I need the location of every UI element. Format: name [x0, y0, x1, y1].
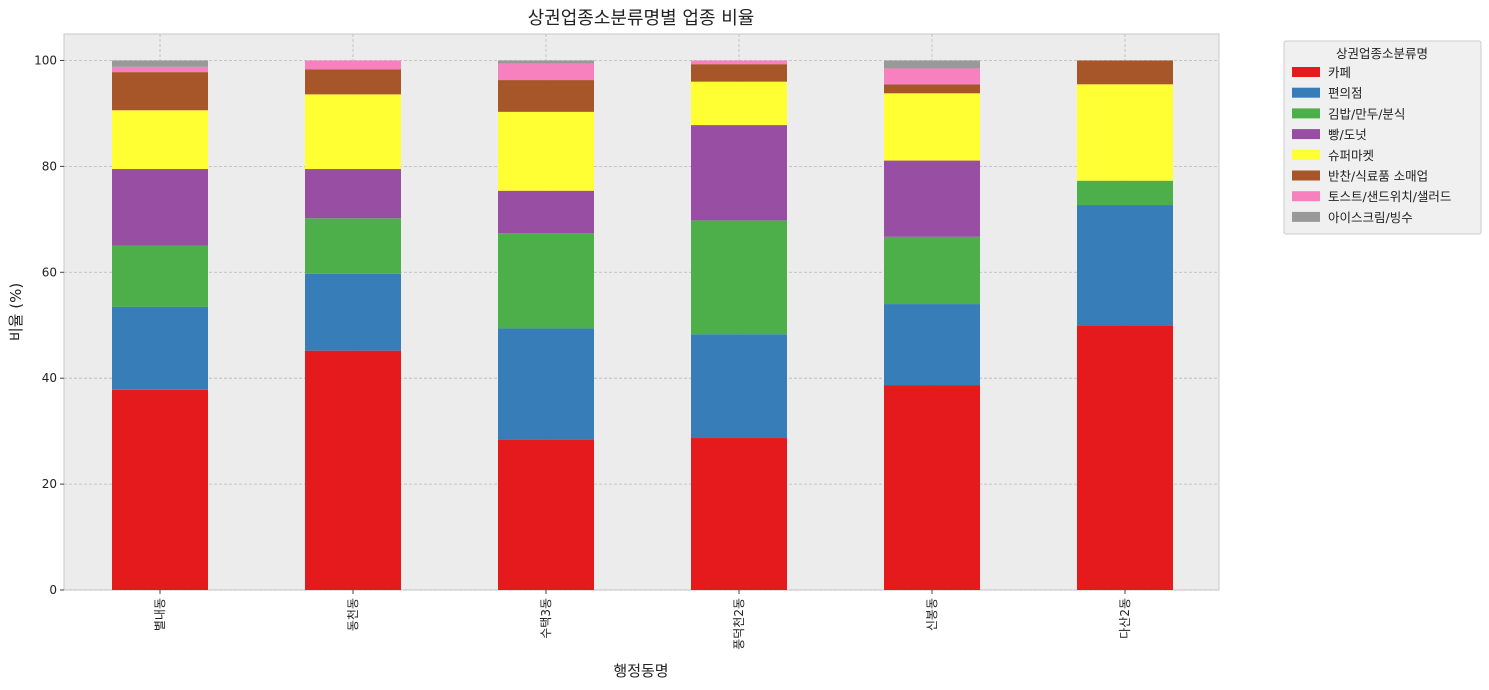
legend-label: 슈퍼마켓 [1328, 148, 1374, 163]
y-axis-label: 비율 (%) [7, 283, 25, 341]
legend-label: 반찬/식료품 소매업 [1328, 169, 1428, 184]
bar-segment [691, 220, 787, 335]
legend-swatch [1292, 87, 1320, 98]
y-tick-label: 0 [49, 583, 57, 597]
legend-frame [1283, 40, 1482, 235]
legend-label: 카페 [1328, 65, 1351, 80]
bar-segment [498, 63, 594, 81]
legend-label: 김밥/만두/분식 [1328, 106, 1405, 121]
bar-segment [305, 218, 401, 274]
chart-title: 상권업종소분류명별 업종 비율 [528, 8, 755, 29]
legend-swatch [1292, 191, 1320, 202]
bar-segment [1077, 60, 1173, 85]
bar-segment [691, 125, 787, 221]
bar-segment [305, 273, 401, 351]
bar-segment [305, 94, 401, 170]
bar-segment [498, 80, 594, 112]
bar-segment [1077, 205, 1173, 326]
bar-segment [691, 438, 787, 590]
bar-segment [112, 60, 208, 67]
bar-segment [884, 160, 980, 237]
bar-segment [691, 60, 787, 65]
bar-segment [884, 93, 980, 161]
legend-swatch [1292, 211, 1320, 222]
bar-segment [691, 64, 787, 82]
y-tick-label: 20 [42, 477, 57, 491]
legend-swatch [1292, 149, 1320, 160]
legend-swatch [1292, 67, 1320, 77]
y-tick-label: 80 [42, 159, 57, 173]
x-tick-label: 풍덕천2동 [731, 598, 746, 650]
bar-segment [112, 389, 208, 590]
plot-background [63, 33, 1220, 591]
legend-title: 상권업종소분류명 [1336, 46, 1428, 61]
legend-label: 빵/도넛 [1328, 127, 1367, 142]
bar-segment [112, 169, 208, 246]
bar-segment [498, 439, 594, 590]
bar-segment [884, 304, 980, 386]
bar-segment [112, 110, 208, 170]
bar-segment [1077, 325, 1173, 590]
legend-label: 아이스크림/빙수 [1328, 210, 1413, 225]
bar-segment [305, 69, 401, 95]
bar-segment [1077, 180, 1173, 206]
legend-swatch [1292, 108, 1320, 119]
bar-segment [884, 236, 980, 305]
y-tick-label: 100 [34, 53, 57, 67]
bar-segment [1077, 84, 1173, 181]
bar-segment [884, 385, 980, 590]
y-tick-label: 40 [42, 371, 57, 385]
x-tick-label: 다산2동 [1118, 598, 1132, 639]
legend-label: 편의점 [1328, 86, 1363, 101]
legend-swatch [1292, 170, 1320, 181]
bar-segment [691, 81, 787, 126]
y-axis-ticks: 0 20 40 60 80 100 [34, 53, 64, 597]
x-tick-label: 별내동 [153, 598, 167, 631]
bars [112, 60, 1173, 590]
bar-segment [112, 245, 208, 307]
bar-segment [305, 169, 401, 219]
bar-segment [498, 233, 594, 329]
y-tick-label: 60 [42, 265, 57, 279]
x-axis-label: 행정동명 [613, 662, 668, 680]
bar-segment [884, 60, 980, 69]
bar-segment [498, 60, 594, 64]
bar-segment [498, 111, 594, 191]
legend-label: 토스트/샌드위치/샐러드 [1328, 189, 1451, 204]
bar-segment [884, 84, 980, 94]
bar-segment [112, 66, 208, 73]
bar-segment [112, 72, 208, 111]
legend-swatch [1292, 129, 1320, 140]
bar-segment [498, 328, 594, 440]
x-tick-label: 동천동 [345, 598, 360, 631]
bar-segment [498, 190, 594, 234]
bar-segment [691, 334, 787, 439]
bar-segment [305, 60, 401, 70]
bar-segment [112, 306, 208, 390]
x-tick-label: 수택3동 [539, 598, 553, 639]
x-axis-ticks: 별내동 동천동 수택3동 풍덕천2동 신봉동 다산2동 [153, 590, 1132, 650]
bar-segment [884, 68, 980, 85]
bar-segment [305, 350, 401, 590]
x-tick-label: 신봉동 [925, 598, 939, 631]
